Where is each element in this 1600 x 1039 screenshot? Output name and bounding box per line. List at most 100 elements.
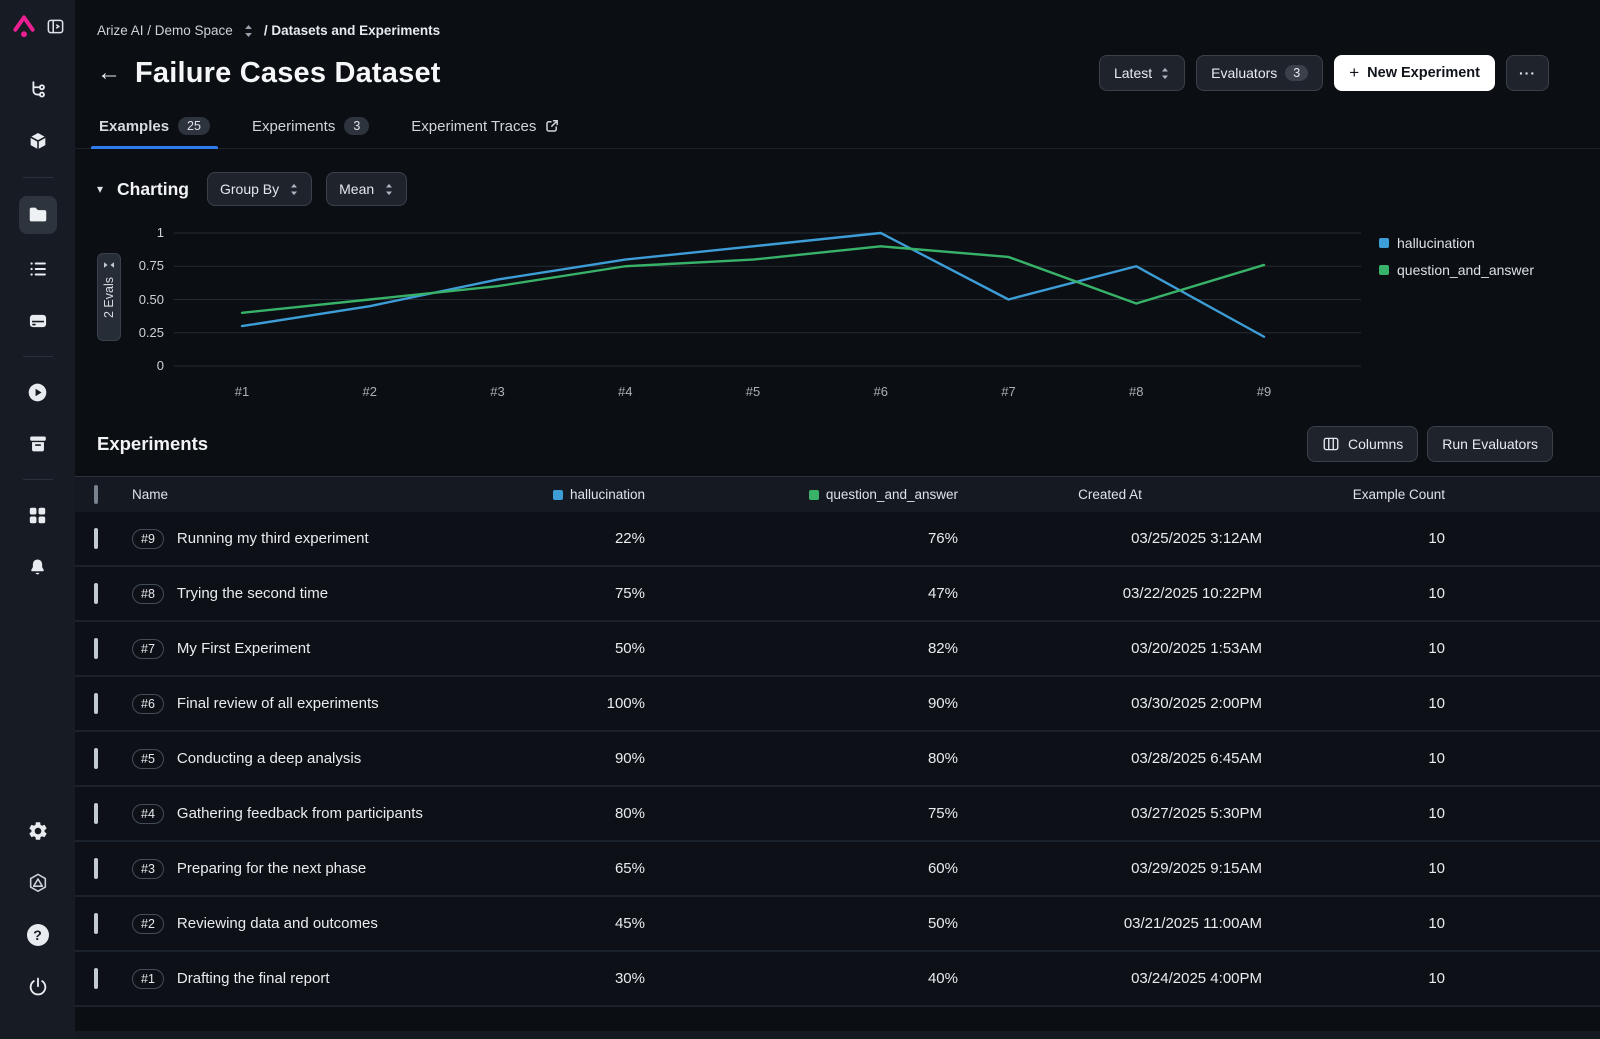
- chart-line-hallucination[interactable]: [240, 231, 1266, 338]
- experiments-table: Name hallucination question_and_answer C…: [75, 476, 1600, 1039]
- columns-icon: [1323, 437, 1339, 451]
- question-and-answer-swatch-icon: [808, 489, 819, 500]
- row-checkbox[interactable]: [94, 803, 98, 824]
- charting-collapse-caret-icon[interactable]: ▾: [97, 182, 104, 196]
- column-header-question-and-answer[interactable]: question_and_answer: [645, 487, 958, 502]
- legend-item-question_and_answer[interactable]: question_and_answer: [1379, 262, 1534, 278]
- row-checkbox[interactable]: [94, 858, 98, 879]
- sidebar-item-datasets[interactable]: [18, 196, 57, 234]
- question-and-answer-value: 82%: [927, 640, 958, 657]
- example-count-value: 10: [1428, 695, 1445, 712]
- space-switcher-icon[interactable]: [243, 24, 254, 38]
- latest-select[interactable]: Latest: [1098, 55, 1186, 91]
- experiment-name[interactable]: Reviewing data and outcomes: [176, 915, 378, 932]
- experiment-name[interactable]: Drafting the final report: [176, 970, 330, 987]
- run-evaluators-button[interactable]: Run Evaluators: [1427, 426, 1553, 462]
- table-row[interactable]: #3 Preparing for the next phase 65% 60% …: [75, 842, 1600, 897]
- sidebar-item-models[interactable]: [19, 73, 57, 107]
- table-row[interactable]: #5 Conducting a deep analysis 90% 80% 03…: [75, 732, 1600, 787]
- table-row[interactable]: #8 Trying the second time 75% 47% 03/22/…: [75, 567, 1600, 622]
- question-and-answer-value: 90%: [927, 695, 958, 712]
- more-options-button[interactable]: ···: [1506, 55, 1549, 91]
- table-row[interactable]: #4 Gathering feedback from participants …: [75, 787, 1600, 842]
- new-experiment-button[interactable]: + New Experiment: [1334, 55, 1495, 91]
- column-header-hallucination[interactable]: hallucination: [535, 487, 645, 502]
- aggregation-select[interactable]: Mean: [326, 172, 408, 206]
- experiment-name[interactable]: Final review of all experiments: [176, 695, 379, 712]
- question-and-answer-value: 75%: [927, 805, 958, 822]
- table-row[interactable]: #6 Final review of all experiments 100% …: [75, 677, 1600, 732]
- hallucination-value: 75%: [614, 585, 645, 602]
- experiment-name[interactable]: Running my third experiment: [176, 530, 369, 547]
- arize-logo-icon[interactable]: [11, 14, 37, 38]
- x-tick-label: #3: [490, 384, 505, 399]
- table-row[interactable]: #1 Drafting the final report 30% 40% 03/…: [75, 952, 1600, 1007]
- experiment-name[interactable]: Gathering feedback from participants: [176, 805, 423, 822]
- chevron-updown-icon: [1162, 67, 1169, 79]
- chevron-updown-icon: [291, 183, 298, 195]
- chart-line-question_and_answer[interactable]: [240, 245, 1266, 315]
- help-icon[interactable]: [19, 918, 57, 952]
- experiment-number-badge: #8: [132, 583, 164, 604]
- table-row[interactable]: #9 Running my third experiment 22% 76% 0…: [75, 512, 1600, 567]
- row-checkbox[interactable]: [94, 748, 98, 769]
- sidebar-item-projects[interactable]: [19, 125, 57, 159]
- tab-bar: Examples 25 Experiments 3 Experiment Tra…: [75, 111, 1600, 149]
- row-checkbox[interactable]: [94, 583, 98, 604]
- settings-gear-icon[interactable]: [19, 814, 57, 848]
- table-row[interactable]: #7 My First Experiment 50% 82% 03/20/202…: [75, 622, 1600, 677]
- row-checkbox[interactable]: [94, 913, 98, 934]
- sidebar-item-notifications[interactable]: [19, 550, 57, 584]
- external-link-icon: [546, 120, 559, 132]
- experiment-number-badge: #7: [132, 638, 164, 659]
- evaluators-button[interactable]: Evaluators 3: [1196, 55, 1324, 91]
- page-title: Failure Cases Dataset: [135, 56, 441, 89]
- experiment-name[interactable]: My First Experiment: [176, 640, 311, 657]
- breadcrumb-space[interactable]: Arize AI / Demo Space: [97, 23, 233, 38]
- row-checkbox[interactable]: [94, 968, 98, 989]
- experiment-name[interactable]: Conducting a deep analysis: [176, 750, 362, 767]
- experiment-number-badge: #3: [132, 858, 164, 879]
- breadcrumb-section[interactable]: / Datasets and Experiments: [263, 23, 441, 38]
- question-and-answer-value: 40%: [927, 970, 958, 987]
- example-count-value: 10: [1428, 805, 1445, 822]
- sidebar-item-storage[interactable]: [19, 304, 57, 338]
- column-header-example-count[interactable]: Example Count: [1352, 487, 1445, 502]
- y-tick-label: 0.50: [138, 291, 164, 307]
- legend-label: hallucination: [1397, 235, 1475, 251]
- created-at-value: 03/21/2025 11:00AM: [1123, 915, 1262, 932]
- panel-collapse-icon[interactable]: [46, 17, 65, 36]
- back-arrow-icon[interactable]: ←: [97, 59, 121, 86]
- evals-panel-toggle[interactable]: 2 Evals: [97, 253, 121, 341]
- row-checkbox[interactable]: [94, 638, 98, 659]
- sidebar-item-runs[interactable]: [19, 375, 57, 409]
- power-icon[interactable]: [19, 970, 57, 1004]
- column-header-created-at[interactable]: Created At: [1078, 487, 1142, 502]
- sidebar-item-apps[interactable]: [19, 498, 57, 532]
- line-chart[interactable]: [174, 221, 1361, 373]
- copilot-hexagon-icon[interactable]: [19, 866, 57, 900]
- table-row[interactable]: #2 Reviewing data and outcomes 45% 50% 0…: [75, 897, 1600, 952]
- columns-button[interactable]: Columns: [1307, 426, 1419, 462]
- created-at-value: 03/20/2025 1:53AM: [1131, 640, 1262, 657]
- example-count-value: 10: [1428, 970, 1445, 987]
- hallucination-value: 65%: [614, 860, 645, 877]
- tab-examples[interactable]: Examples 25: [91, 111, 218, 149]
- experiment-number-badge: #2: [132, 913, 164, 934]
- experiment-name[interactable]: Trying the second time: [176, 585, 329, 602]
- column-header-name[interactable]: Name: [132, 487, 169, 502]
- legend-label: question_and_answer: [1397, 262, 1534, 278]
- sidebar-item-archive[interactable]: [19, 427, 57, 461]
- sidebar-item-prompts[interactable]: [19, 252, 57, 286]
- created-at-value: 03/25/2025 3:12AM: [1131, 530, 1262, 547]
- legend-item-hallucination[interactable]: hallucination: [1379, 235, 1534, 251]
- group-by-select[interactable]: Group By: [206, 172, 313, 206]
- select-all-checkbox[interactable]: [94, 485, 98, 504]
- tab-experiment-traces[interactable]: Experiment Traces: [409, 111, 561, 148]
- experiment-name[interactable]: Preparing for the next phase: [176, 860, 367, 877]
- question-and-answer-value: 76%: [927, 530, 958, 547]
- legend-swatch-icon: [1379, 238, 1389, 248]
- row-checkbox[interactable]: [94, 693, 98, 714]
- tab-experiments[interactable]: Experiments 3: [250, 111, 371, 148]
- row-checkbox[interactable]: [94, 528, 98, 549]
